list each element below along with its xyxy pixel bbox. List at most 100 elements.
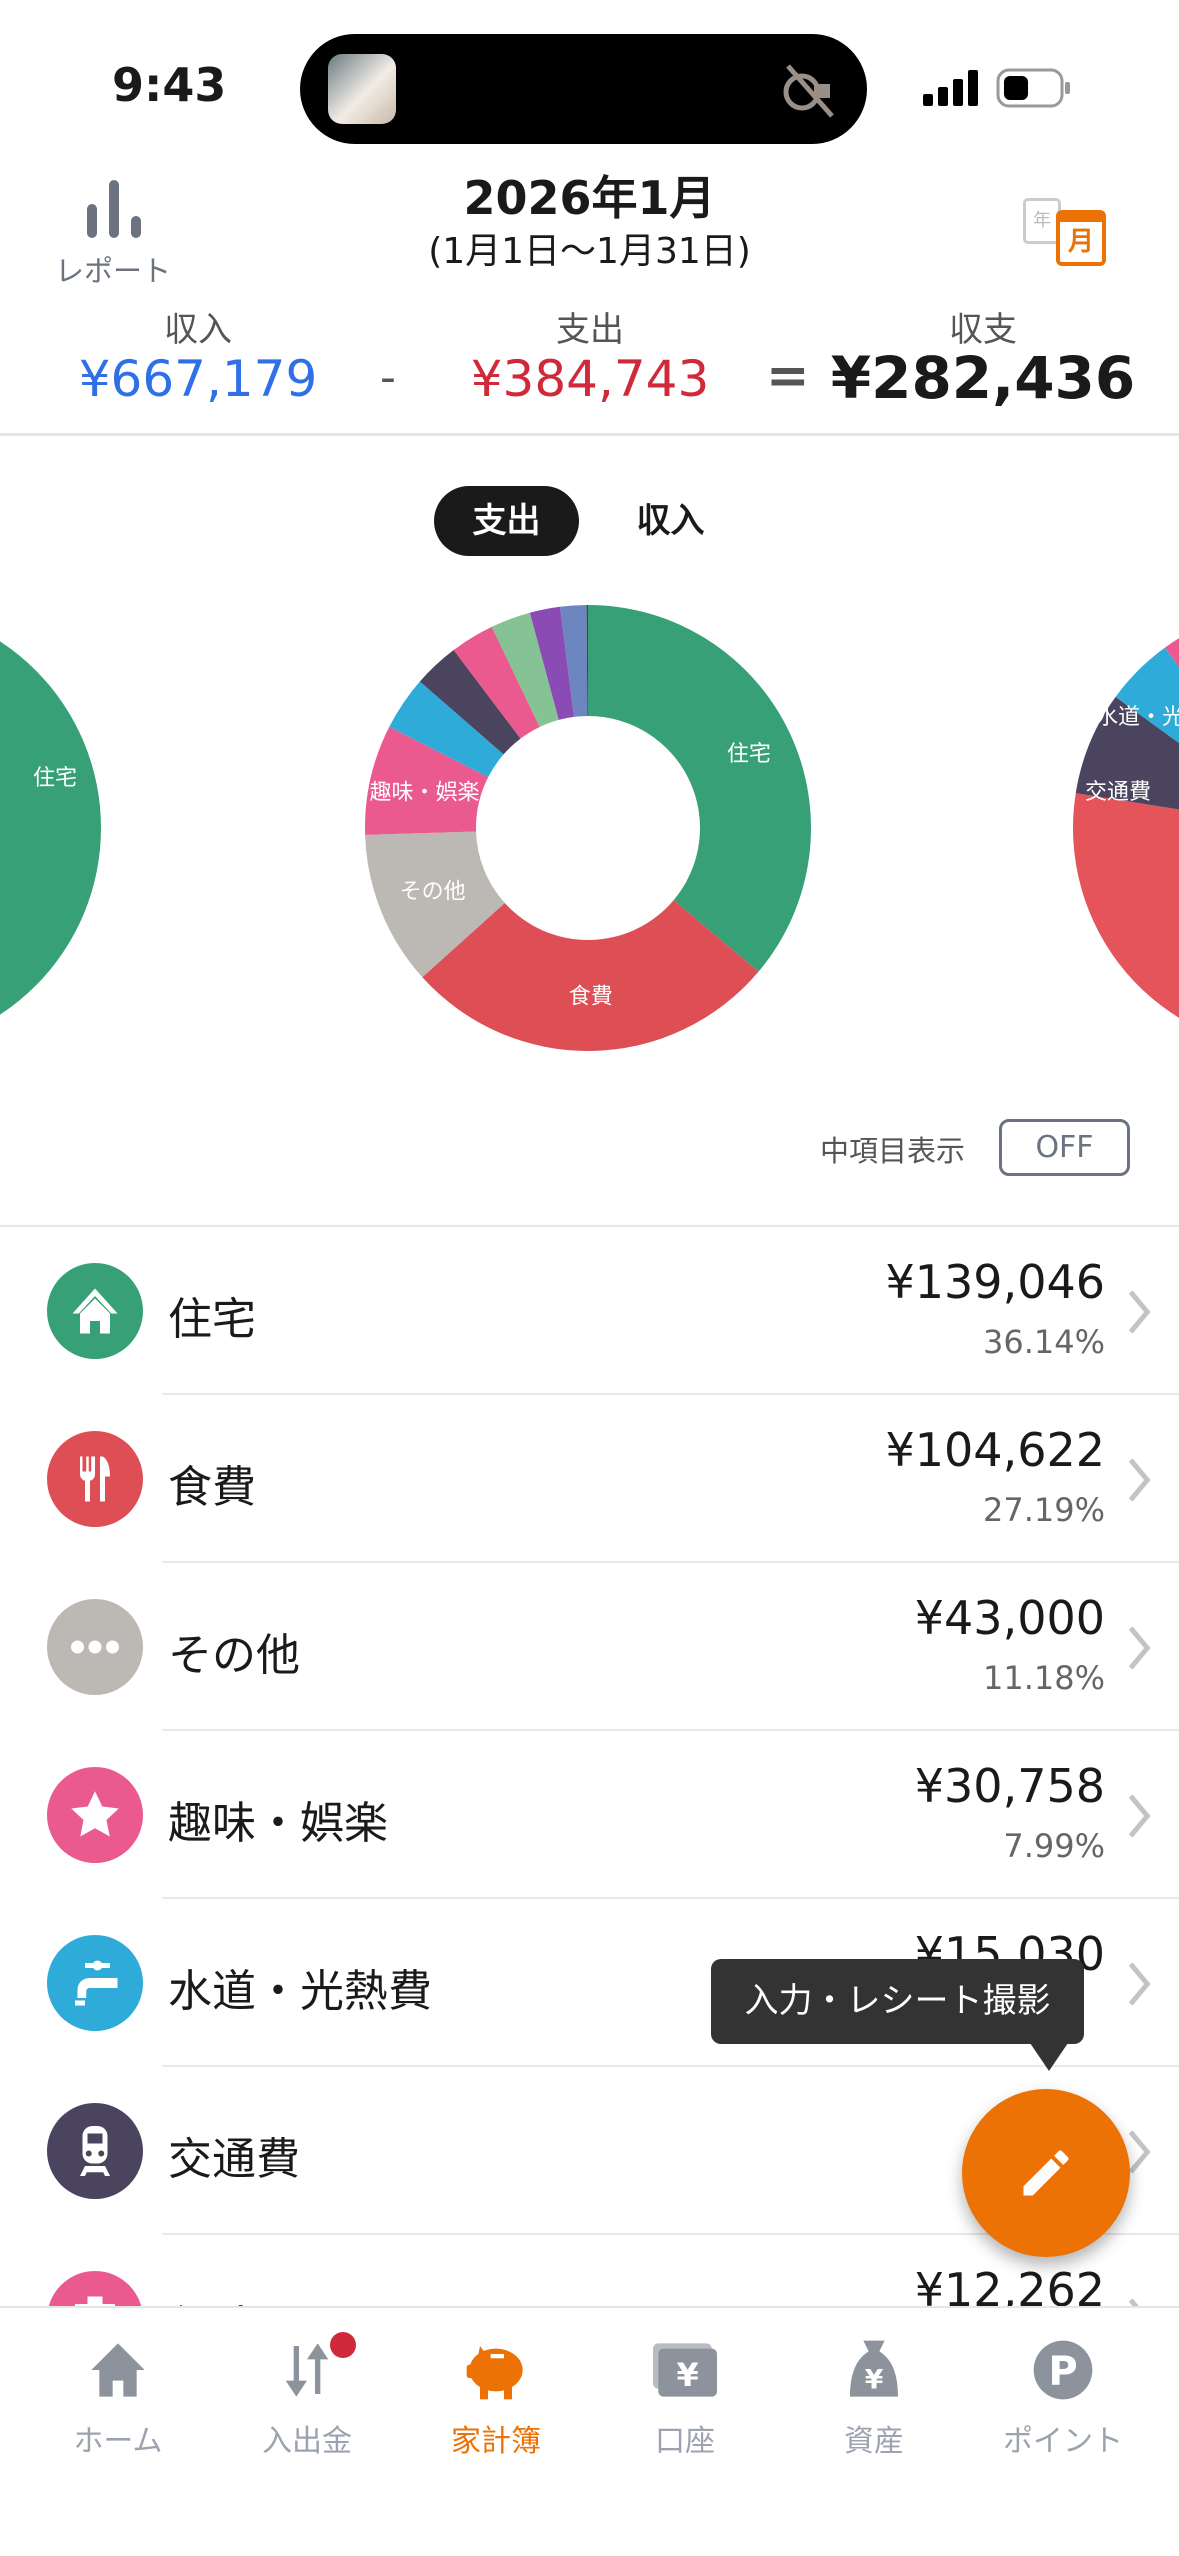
donut-slice[interactable] <box>419 650 521 755</box>
chevron-right-icon <box>1128 1962 1151 2006</box>
expense-label: 支出 <box>556 310 624 350</box>
category-name: 住宅 <box>168 1294 256 1345</box>
battery-icon <box>996 68 1070 108</box>
pencil-icon <box>1023 2150 1069 2196</box>
tab-home[interactable]: ホーム <box>20 2338 216 2460</box>
donut-slice[interactable] <box>529 606 574 720</box>
slice-label: その他 <box>400 879 466 904</box>
balance-value: ¥282,436 <box>830 344 1136 412</box>
report-icon[interactable] <box>85 180 143 238</box>
star-icon <box>71 1791 119 1837</box>
points-icon: P <box>1033 2340 1093 2400</box>
donut-slice[interactable] <box>586 605 588 717</box>
money-bag-icon: ¥ <box>850 2340 898 2397</box>
dynamic-island <box>300 34 867 144</box>
donut-slice[interactable] <box>365 726 489 835</box>
tab-label: 資産 <box>844 2424 904 2459</box>
category-amount: ¥139,046 <box>885 1255 1106 1309</box>
category-icon-circle <box>47 1431 143 1527</box>
category-row[interactable]: その他 ¥43,000 11.18% <box>0 1563 1179 1731</box>
row-divider <box>162 1897 1179 1899</box>
donut-slice[interactable] <box>389 681 504 778</box>
prev-month-donut[interactable] <box>0 605 101 1051</box>
next-month-donut-slice[interactable] <box>1073 793 1179 1051</box>
tab-household-book[interactable]: 家計簿 <box>398 2338 594 2460</box>
tab-label: ポイント <box>1003 2424 1123 2459</box>
next-month-donut-slice[interactable] <box>1164 623 1179 737</box>
donut-slice[interactable] <box>422 900 759 1051</box>
tab-transactions[interactable]: 入出金 <box>209 2332 405 2460</box>
slice-label: 住宅 <box>727 742 771 767</box>
tooltip-arrow <box>1030 2043 1068 2071</box>
category-name: 水道・光熱費 <box>168 1966 432 2017</box>
house-icon <box>72 1288 118 1334</box>
wallet-yen-icon: ¥ <box>653 2343 717 2397</box>
donut-slice[interactable] <box>491 612 559 727</box>
mid-items-toggle[interactable]: OFF <box>999 1119 1130 1176</box>
tab-income[interactable]: 収入 <box>636 501 705 541</box>
category-percent: 27.19% <box>982 1491 1105 1529</box>
divider <box>0 1225 1179 1227</box>
row-divider <box>162 1393 1179 1395</box>
svg-text:¥: ¥ <box>677 2356 699 2394</box>
slice-label: 食費 <box>569 984 613 1009</box>
svg-text:¥: ¥ <box>865 2365 884 2396</box>
row-divider <box>162 2065 1179 2067</box>
next-month-donut-slice[interactable] <box>1075 696 1179 811</box>
income-value: ¥667,179 <box>78 350 318 408</box>
muted-music-icon <box>783 64 834 118</box>
balance-label: 収支 <box>949 310 1017 350</box>
category-name: 交通費 <box>168 2134 300 2185</box>
category-icon-circle <box>47 1767 143 1863</box>
category-icon-circle <box>47 2103 143 2199</box>
notification-badge <box>330 2332 356 2358</box>
tab-label: 家計簿 <box>451 2424 541 2459</box>
next-month-donut-slice[interactable] <box>1115 647 1179 763</box>
category-amount: ¥104,622 <box>885 1423 1106 1477</box>
tab-label: 口座 <box>655 2424 715 2459</box>
category-icon-circle <box>47 1935 143 2031</box>
row-divider <box>162 1729 1179 1731</box>
tooltip: 入力・レシート撮影 <box>711 1959 1084 2044</box>
slice-label: 趣味・娯楽 <box>370 780 480 805</box>
category-amount: ¥43,000 <box>914 1591 1105 1645</box>
donut-slice[interactable] <box>588 605 812 972</box>
signal-icon <box>923 70 978 106</box>
expense-value: ¥384,743 <box>470 350 710 408</box>
chevron-right-icon <box>1128 1794 1151 1838</box>
category-row[interactable]: 住宅 ¥139,046 36.14% <box>0 1227 1179 1395</box>
chevron-right-icon <box>1128 1626 1151 1670</box>
category-percent: 7.99% <box>1003 1827 1105 1865</box>
mid-items-label: 中項目表示 <box>820 1134 966 1168</box>
category-name: 趣味・娯楽 <box>168 1798 388 1849</box>
tab-expense[interactable]: 支出 <box>434 486 579 556</box>
category-row[interactable]: 趣味・娯楽 ¥30,758 7.99% <box>0 1731 1179 1899</box>
divider <box>0 433 1179 436</box>
donut-slice[interactable] <box>453 626 540 739</box>
report-label[interactable]: レポート <box>55 254 172 288</box>
next-chart-label: 水道・光 <box>1096 705 1179 730</box>
add-entry-button[interactable] <box>962 2089 1130 2257</box>
donut-slice[interactable] <box>365 831 505 978</box>
tab-label: ホーム <box>73 2424 163 2459</box>
transfer-arrows-icon <box>285 2343 329 2397</box>
status-time: 9:43 <box>112 58 227 112</box>
tab-points[interactable]: P ポイント <box>965 2338 1161 2460</box>
category-amount: ¥30,758 <box>914 1759 1105 1813</box>
train-icon <box>80 2126 110 2176</box>
fork-knife-icon <box>80 1456 110 1502</box>
calendar-year-month-icon[interactable]: 年 月 <box>1020 188 1110 268</box>
home-icon <box>91 2343 145 2397</box>
tab-accounts[interactable]: ¥ 口座 <box>587 2338 783 2460</box>
donut-slice[interactable] <box>560 605 588 717</box>
category-name: その他 <box>168 1630 300 1681</box>
page-title: 2026年1月 <box>463 171 716 225</box>
category-icon-circle <box>47 1263 143 1359</box>
equals-sign: = <box>766 346 810 406</box>
category-row[interactable]: 食費 ¥104,622 27.19% <box>0 1395 1179 1563</box>
tab-assets[interactable]: ¥ 資産 <box>776 2338 972 2460</box>
category-icon-circle <box>47 1599 143 1695</box>
faucet-icon <box>75 1960 118 2006</box>
chevron-right-icon <box>1128 1458 1151 1502</box>
